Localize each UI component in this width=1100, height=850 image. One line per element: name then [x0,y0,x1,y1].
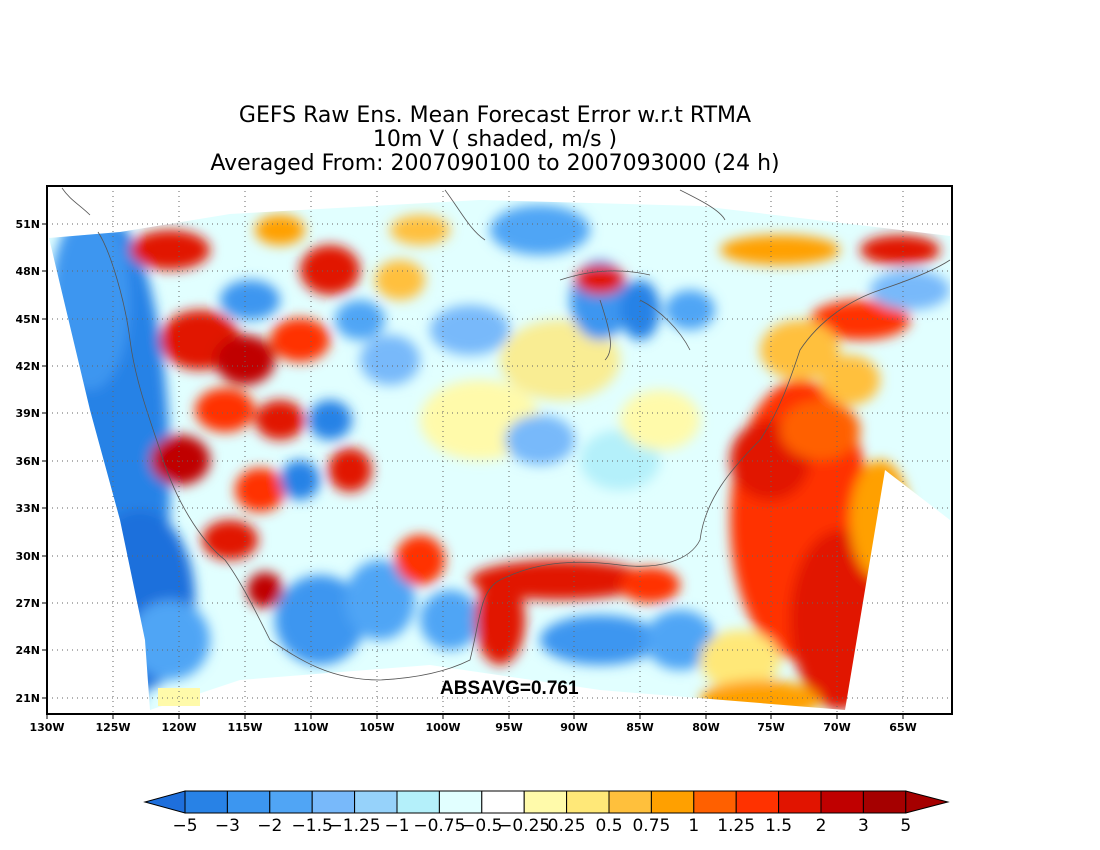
lat-lon-grid [46,186,952,714]
lon-tick-label: 90W [560,721,587,734]
coastlines [61,187,951,681]
title-line-1: GEFS Raw Ens. Mean Forecast Error w.r.t … [238,103,752,128]
lon-tick-label: 65W [889,721,916,734]
lat-tick-label: 51N [15,218,40,231]
longitude-labels: 130W 125W 120W 115W 110W 105W 100W 95W 90W 85W 80W… [29,714,917,734]
colorbar-box [184,790,228,814]
lat-tick-label: 30N [15,550,40,563]
colorbar-box [862,790,907,814]
colorbar-label: −0.5 [461,816,502,836]
title-line-3: Averaged From: 2007090100 to 2007093000 … [210,151,780,176]
colorbar-label: 5 [900,816,911,836]
colorbar-box [354,790,398,814]
colorbar-label: −1 [384,816,409,836]
colorbar-label: 1.5 [765,816,792,836]
title-line-2: 10m V ( shaded, m/s ) [372,127,618,152]
colorbar-box [311,790,356,814]
lat-tick-label: 48N [15,265,40,278]
colorbar-box [820,790,864,814]
colorbar-box [396,790,440,814]
lat-tick-label: 33N [15,502,40,515]
lon-tick-label: 115W [227,721,262,734]
colorbar-box [778,790,822,814]
colorbar-box [735,790,780,814]
colorbar: −5 −3 −2 −1.5−1.25 −1 −0.75−0.5−0.250.25 0.5 0.… [143,790,950,836]
colorbar-box [693,790,737,814]
colorbar-label: −5 [172,816,197,836]
colorbar-box [438,790,483,814]
colorbar-label: 0.75 [632,816,670,836]
lat-tick-label: 27N [15,597,40,610]
colorbar-lower-arrow [143,790,186,814]
colorbar-label: 1.25 [717,816,755,836]
colorbar-label: −2 [257,816,282,836]
colorbar-box [608,790,652,814]
colorbar-box [226,790,271,814]
lat-tick-label: 45N [15,313,40,326]
latitude-labels: 51N 48N 45N 42N 39N 36N 33N 30N 27N 24N 21N [15,218,47,705]
colorbar-label: 1 [688,816,699,836]
lat-tick-label: 21N [15,692,40,705]
colorbar-label: 2 [816,816,827,836]
colorbar-box [523,790,568,814]
lon-tick-label: 125W [95,721,130,734]
lat-tick-label: 39N [15,407,40,420]
lon-tick-label: 85W [626,721,653,734]
lon-tick-label: 110W [293,721,328,734]
absavg-label: ABSAVG=0.761 [440,678,579,699]
lon-tick-label: 75W [757,721,784,734]
map-frame [46,185,953,715]
lon-tick-label: 105W [359,721,394,734]
colorbar-label: −1.5 [292,816,333,836]
colorbar-box [481,790,525,814]
lon-tick-label: 100W [425,721,460,734]
lat-tick-label: 36N [15,455,40,468]
lon-tick-label: 130W [29,721,64,734]
lat-tick-label: 42N [15,360,40,373]
colorbar-label: −3 [215,816,240,836]
colorbar-label: −0.25 [498,816,550,836]
lon-tick-label: 95W [495,721,522,734]
colorbar-label: 0.5 [595,816,622,836]
lon-tick-label: 120W [161,721,196,734]
lon-tick-label: 70W [823,721,850,734]
colorbar-box [650,790,695,814]
colorbar-box [566,790,610,814]
colorbar-upper-arrow [905,790,950,814]
colorbar-box [269,790,313,814]
colorbar-label: −1.25 [329,816,381,836]
shaded-error-field [49,200,950,710]
lat-tick-label: 24N [15,644,40,657]
colorbar-label: −0.75 [413,816,465,836]
lon-tick-label: 80W [692,721,719,734]
colorbar-label: 0.25 [548,816,586,836]
colorbar-label: 3 [858,816,869,836]
